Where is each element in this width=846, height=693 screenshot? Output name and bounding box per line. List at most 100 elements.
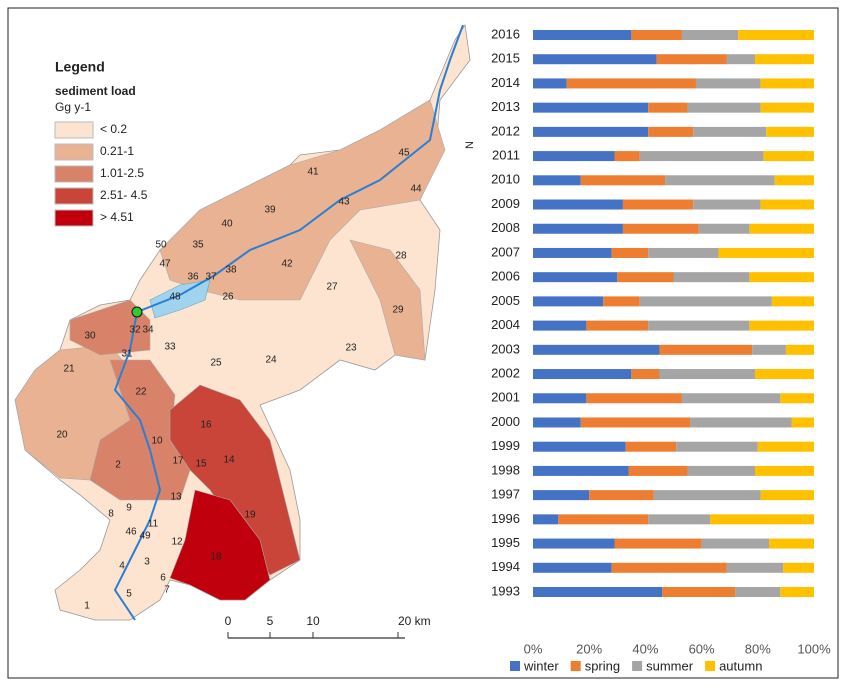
y-tick-label: 2011 xyxy=(492,148,520,163)
subbasin-label: 18 xyxy=(210,552,222,563)
bar-segment xyxy=(580,417,691,428)
y-tick-label: 2012 xyxy=(491,123,520,138)
y-tick-label: 2006 xyxy=(491,269,520,284)
bar-segment xyxy=(631,30,682,40)
zone xyxy=(69,299,151,356)
legend-swatch xyxy=(570,661,581,671)
bar-segment xyxy=(780,393,814,404)
subbasin-label: 46 xyxy=(125,527,137,538)
subbasin-label: 50 xyxy=(155,240,167,251)
subbasin-label: 39 xyxy=(264,205,276,216)
bar-segment xyxy=(757,441,814,452)
bar-segment xyxy=(533,490,590,501)
scale-label: 10 xyxy=(306,614,320,628)
legend-label: > 4.51 xyxy=(100,210,134,224)
bar-segment xyxy=(533,247,612,258)
subbasin-label: 34 xyxy=(142,325,154,336)
bar-segment xyxy=(566,78,696,89)
bar-segment xyxy=(533,538,615,549)
bar-segment xyxy=(648,320,750,331)
bar-segment xyxy=(752,344,786,355)
zone xyxy=(89,359,191,501)
legend-label: 2.51- 4.5 xyxy=(100,188,148,202)
bar-segment xyxy=(673,272,750,283)
bar-segment xyxy=(771,296,814,307)
bar-segment xyxy=(586,320,649,331)
subbasin-label: 24 xyxy=(265,355,277,366)
bar-segment xyxy=(698,223,750,234)
bar-segment xyxy=(648,247,719,258)
subbasin-label: 32 xyxy=(129,325,141,336)
bar-segment xyxy=(687,465,755,476)
bar-segment xyxy=(695,78,761,89)
bar-segment xyxy=(754,465,814,476)
north-label: N xyxy=(464,141,476,149)
bar-segment xyxy=(783,562,814,573)
y-tick-label: 2005 xyxy=(491,293,520,308)
y-tick-label: 1994 xyxy=(491,559,520,574)
bar-segment xyxy=(785,344,814,355)
subbasin-label: 6 xyxy=(160,573,166,584)
subbasin-label: 1 xyxy=(84,601,90,612)
bar-segment xyxy=(639,151,764,162)
y-tick-label: 1997 xyxy=(491,487,520,502)
zone xyxy=(349,239,426,361)
bar-segment xyxy=(780,587,814,597)
bar-segment xyxy=(533,54,657,65)
bar-segment xyxy=(622,199,694,210)
bar-segment xyxy=(726,562,784,573)
bar-segment xyxy=(533,151,615,162)
bar-segment xyxy=(611,247,649,258)
bar-segment xyxy=(653,490,761,501)
legend-swatch xyxy=(54,209,94,227)
bar-segment xyxy=(763,151,814,162)
bar-segment xyxy=(533,562,612,573)
legend-swatch xyxy=(54,143,94,161)
bar-segment xyxy=(693,199,761,210)
subbasin-label: 31 xyxy=(121,349,133,360)
bar-segment xyxy=(738,30,814,40)
y-tick-label: 1995 xyxy=(491,535,520,550)
bar-segment xyxy=(631,369,660,380)
x-tick-label: 20% xyxy=(576,641,602,656)
bar-segment xyxy=(681,30,739,40)
scale-label: 0 xyxy=(225,614,232,628)
x-tick-label: 40% xyxy=(632,641,658,656)
legend-subtitle: sediment load xyxy=(55,84,136,98)
bar-segment xyxy=(749,223,814,234)
bar-segment xyxy=(749,320,814,331)
subbasin-label: 33 xyxy=(164,342,176,353)
subbasin-label: 20 xyxy=(56,430,68,441)
subbasin-label: 10 xyxy=(151,436,163,447)
legend-label: summer xyxy=(646,658,694,673)
bar-segment xyxy=(533,175,581,186)
subbasin-label: 3 xyxy=(144,557,150,568)
subbasin-label: 17 xyxy=(172,456,184,467)
bar-segment xyxy=(665,175,775,186)
bar-segment xyxy=(533,272,618,283)
bar-segment xyxy=(622,223,699,234)
subbasin-label: 8 xyxy=(108,509,114,520)
y-tick-label: 1993 xyxy=(491,583,520,598)
subbasin-label: 2 xyxy=(115,460,121,471)
subbasin-label: 36 xyxy=(187,272,199,283)
subbasin-label: 19 xyxy=(244,510,256,521)
bar-segment xyxy=(690,417,792,428)
map: N Legend sediment load Gg y-1 xyxy=(14,23,476,639)
bar-segment xyxy=(760,78,814,89)
bar-segment xyxy=(648,102,688,113)
legend-swatch xyxy=(705,661,716,671)
subbasin-label: 26 xyxy=(222,292,234,303)
subbasin-label: 16 xyxy=(200,420,212,431)
bar-segment xyxy=(648,126,694,137)
subbasin-label: 47 xyxy=(159,259,171,270)
legend-swatch xyxy=(632,661,643,671)
bar-segment xyxy=(533,126,649,137)
subbasin-label: 40 xyxy=(221,219,233,230)
legend-label: < 0.2 xyxy=(100,122,127,136)
subbasin-label: 49 xyxy=(139,531,151,542)
legend-swatch xyxy=(54,121,94,139)
bar-segment xyxy=(533,441,626,452)
scale-label: 20 km xyxy=(398,614,431,628)
bar-segment xyxy=(533,393,587,404)
